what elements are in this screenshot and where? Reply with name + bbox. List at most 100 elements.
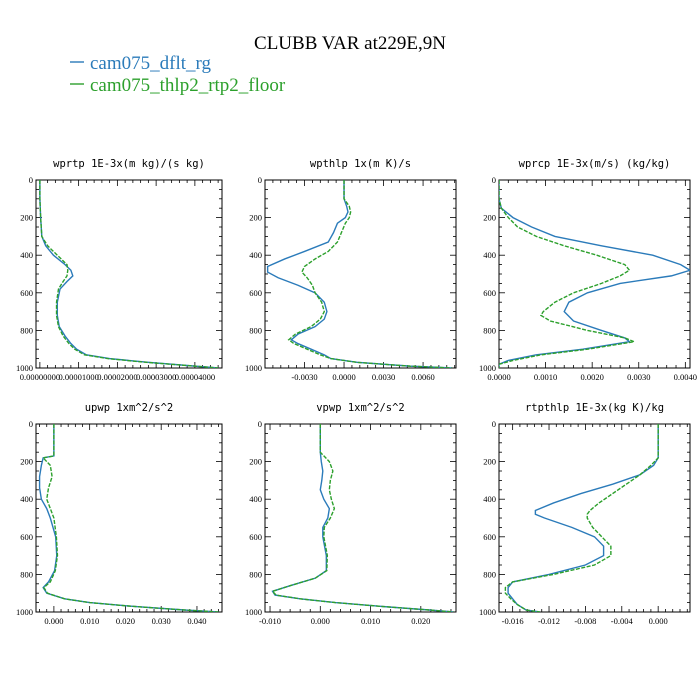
- x-tick-label: 0.010: [80, 616, 99, 626]
- plot-frame: [264, 423, 457, 613]
- x-tick-label: 0.0010: [534, 372, 557, 382]
- y-tick-label: 800: [20, 569, 33, 579]
- x-tick-label: 0.040: [187, 616, 206, 626]
- plot-frame: [35, 179, 223, 369]
- x-tick-label: 0.030: [152, 616, 171, 626]
- y-tick-label: 400: [20, 250, 33, 260]
- x-tick-label: 0.0030: [627, 372, 650, 382]
- x-tick-label: -0.008: [574, 616, 596, 626]
- y-tick-label: 0: [492, 419, 496, 429]
- x-tick-label: 0.020: [411, 616, 430, 626]
- y-tick-label: 600: [249, 288, 262, 298]
- y-tick-label: 200: [249, 457, 262, 467]
- x-tick-label: 0.020: [116, 616, 135, 626]
- y-tick-label: 600: [249, 532, 262, 542]
- y-tick-label: 800: [483, 569, 496, 579]
- panel-title: upwp 1xm^2/s^2: [85, 402, 174, 414]
- x-tick-label: 0.0000: [487, 372, 510, 382]
- y-tick-label: 200: [20, 457, 33, 467]
- x-tick-label: 0.00003000: [136, 372, 176, 382]
- x-tick-label: -0.004: [611, 616, 634, 626]
- x-tick-label: 0.0030: [372, 372, 395, 382]
- panel-title: wprcp 1E-3x(m/s) (kg/kg): [519, 158, 671, 170]
- y-tick-label: 0: [258, 419, 262, 429]
- x-tick-label: 0.0000: [332, 372, 355, 382]
- x-tick-label: 0.00002000: [97, 372, 137, 382]
- x-tick-label: 0.00000000: [20, 372, 60, 382]
- plot-frame: [264, 179, 457, 369]
- legend-label-floor: cam075_thlp2_rtp2_floor: [90, 75, 286, 96]
- y-tick-label: 1000: [245, 363, 262, 373]
- x-tick-label: 0.000: [311, 616, 330, 626]
- x-tick-label: 0.00004000: [175, 372, 215, 382]
- y-tick-label: 1000: [479, 607, 496, 617]
- y-tick-label: 600: [483, 532, 496, 542]
- y-tick-label: 0: [258, 175, 262, 185]
- panel-title: wpthlp 1x(m K)/s: [310, 158, 411, 170]
- x-tick-label: 0.000: [44, 616, 63, 626]
- legend: cam075_dflt_rg cam075_thlp2_rtp2_floor: [70, 53, 286, 96]
- series-line-dflt: [271, 424, 454, 612]
- x-tick-label: 0.00001000: [58, 372, 98, 382]
- y-tick-label: 600: [483, 288, 496, 298]
- y-tick-label: 400: [249, 250, 262, 260]
- y-tick-label: 200: [20, 213, 33, 223]
- y-tick-label: 800: [483, 325, 496, 335]
- y-tick-label: 1000: [245, 607, 262, 617]
- y-tick-label: 1000: [479, 363, 496, 373]
- y-tick-label: 600: [20, 532, 33, 542]
- y-tick-label: 1000: [16, 363, 33, 373]
- panel-title: rtpthlp 1E-3x(kg K)/kg: [525, 402, 664, 414]
- x-tick-label: 0.010: [361, 616, 380, 626]
- panel-1: wprtp 1E-3x(m kg)/(s kg) 0 200 400 600 800 100…: [16, 158, 223, 382]
- y-tick-label: 0: [492, 175, 496, 185]
- y-tick-label: 400: [249, 494, 262, 504]
- plot-frame: [498, 423, 691, 613]
- panel-title: wprtp 1E-3x(m kg)/(s kg): [53, 158, 205, 170]
- x-tick-label: 0.0060: [411, 372, 434, 382]
- y-tick-label: 800: [249, 569, 262, 579]
- x-tick-label: 0.000: [649, 616, 668, 626]
- series-line-floor: [271, 424, 454, 612]
- plot-frame: [35, 423, 223, 613]
- series-line-dflt: [507, 424, 659, 612]
- series-line-dflt: [266, 180, 453, 368]
- x-tick-label: -0.0030: [291, 372, 317, 382]
- series-line-floor: [504, 424, 659, 612]
- y-tick-label: 600: [20, 288, 33, 298]
- x-tick-label: 0.0040: [674, 372, 697, 382]
- panel-3: wprcp 1E-3x(m/s) (kg/kg) 0 200 400 600 800 100…: [479, 158, 697, 382]
- series-line-dflt: [38, 424, 219, 612]
- y-tick-label: 400: [483, 494, 496, 504]
- series-line-dflt: [39, 180, 219, 368]
- panels: wprtp 1E-3x(m kg)/(s kg) 0 200 400 600 800 100…: [16, 158, 697, 626]
- series-line-floor: [41, 424, 219, 612]
- y-tick-label: 200: [483, 213, 496, 223]
- panel-4: upwp 1xm^2/s^2 0 200 400 600 800 1000 0.000 0.01…: [16, 402, 223, 626]
- plot-frame: [498, 179, 691, 369]
- y-tick-label: 0: [29, 175, 33, 185]
- series-line-floor: [499, 180, 637, 368]
- panel-5: vpwp 1xm^2/s^2 0 200 400 600 800 1000-0.010 0.0…: [245, 402, 457, 626]
- y-tick-label: 800: [20, 325, 33, 335]
- x-tick-label: -0.016: [502, 616, 524, 626]
- panel-2: wpthlp 1x(m K)/s 0 200 400 600 800 1000 -0.0030…: [245, 158, 457, 382]
- y-tick-label: 1000: [16, 607, 33, 617]
- y-tick-label: 200: [249, 213, 262, 223]
- y-tick-label: 400: [20, 494, 33, 504]
- series-line-floor: [287, 180, 453, 368]
- series-line-floor: [39, 180, 219, 368]
- y-tick-label: 400: [483, 250, 496, 260]
- series-line-dflt: [499, 180, 690, 368]
- legend-label-dflt: cam075_dflt_rg: [90, 53, 212, 74]
- x-tick-label: -0.010: [259, 616, 281, 626]
- panel-6: rtpthlp 1E-3x(kg K)/kg02004006008001000-…: [479, 402, 691, 626]
- y-tick-label: 200: [483, 457, 496, 467]
- y-tick-label: 800: [249, 325, 262, 335]
- x-tick-label: 0.0020: [580, 372, 603, 382]
- y-tick-label: 0: [29, 419, 33, 429]
- panel-title: vpwp 1xm^2/s^2: [316, 402, 405, 414]
- x-tick-label: -0.012: [538, 616, 560, 626]
- figure-title: CLUBB VAR at229E,9N: [254, 33, 446, 54]
